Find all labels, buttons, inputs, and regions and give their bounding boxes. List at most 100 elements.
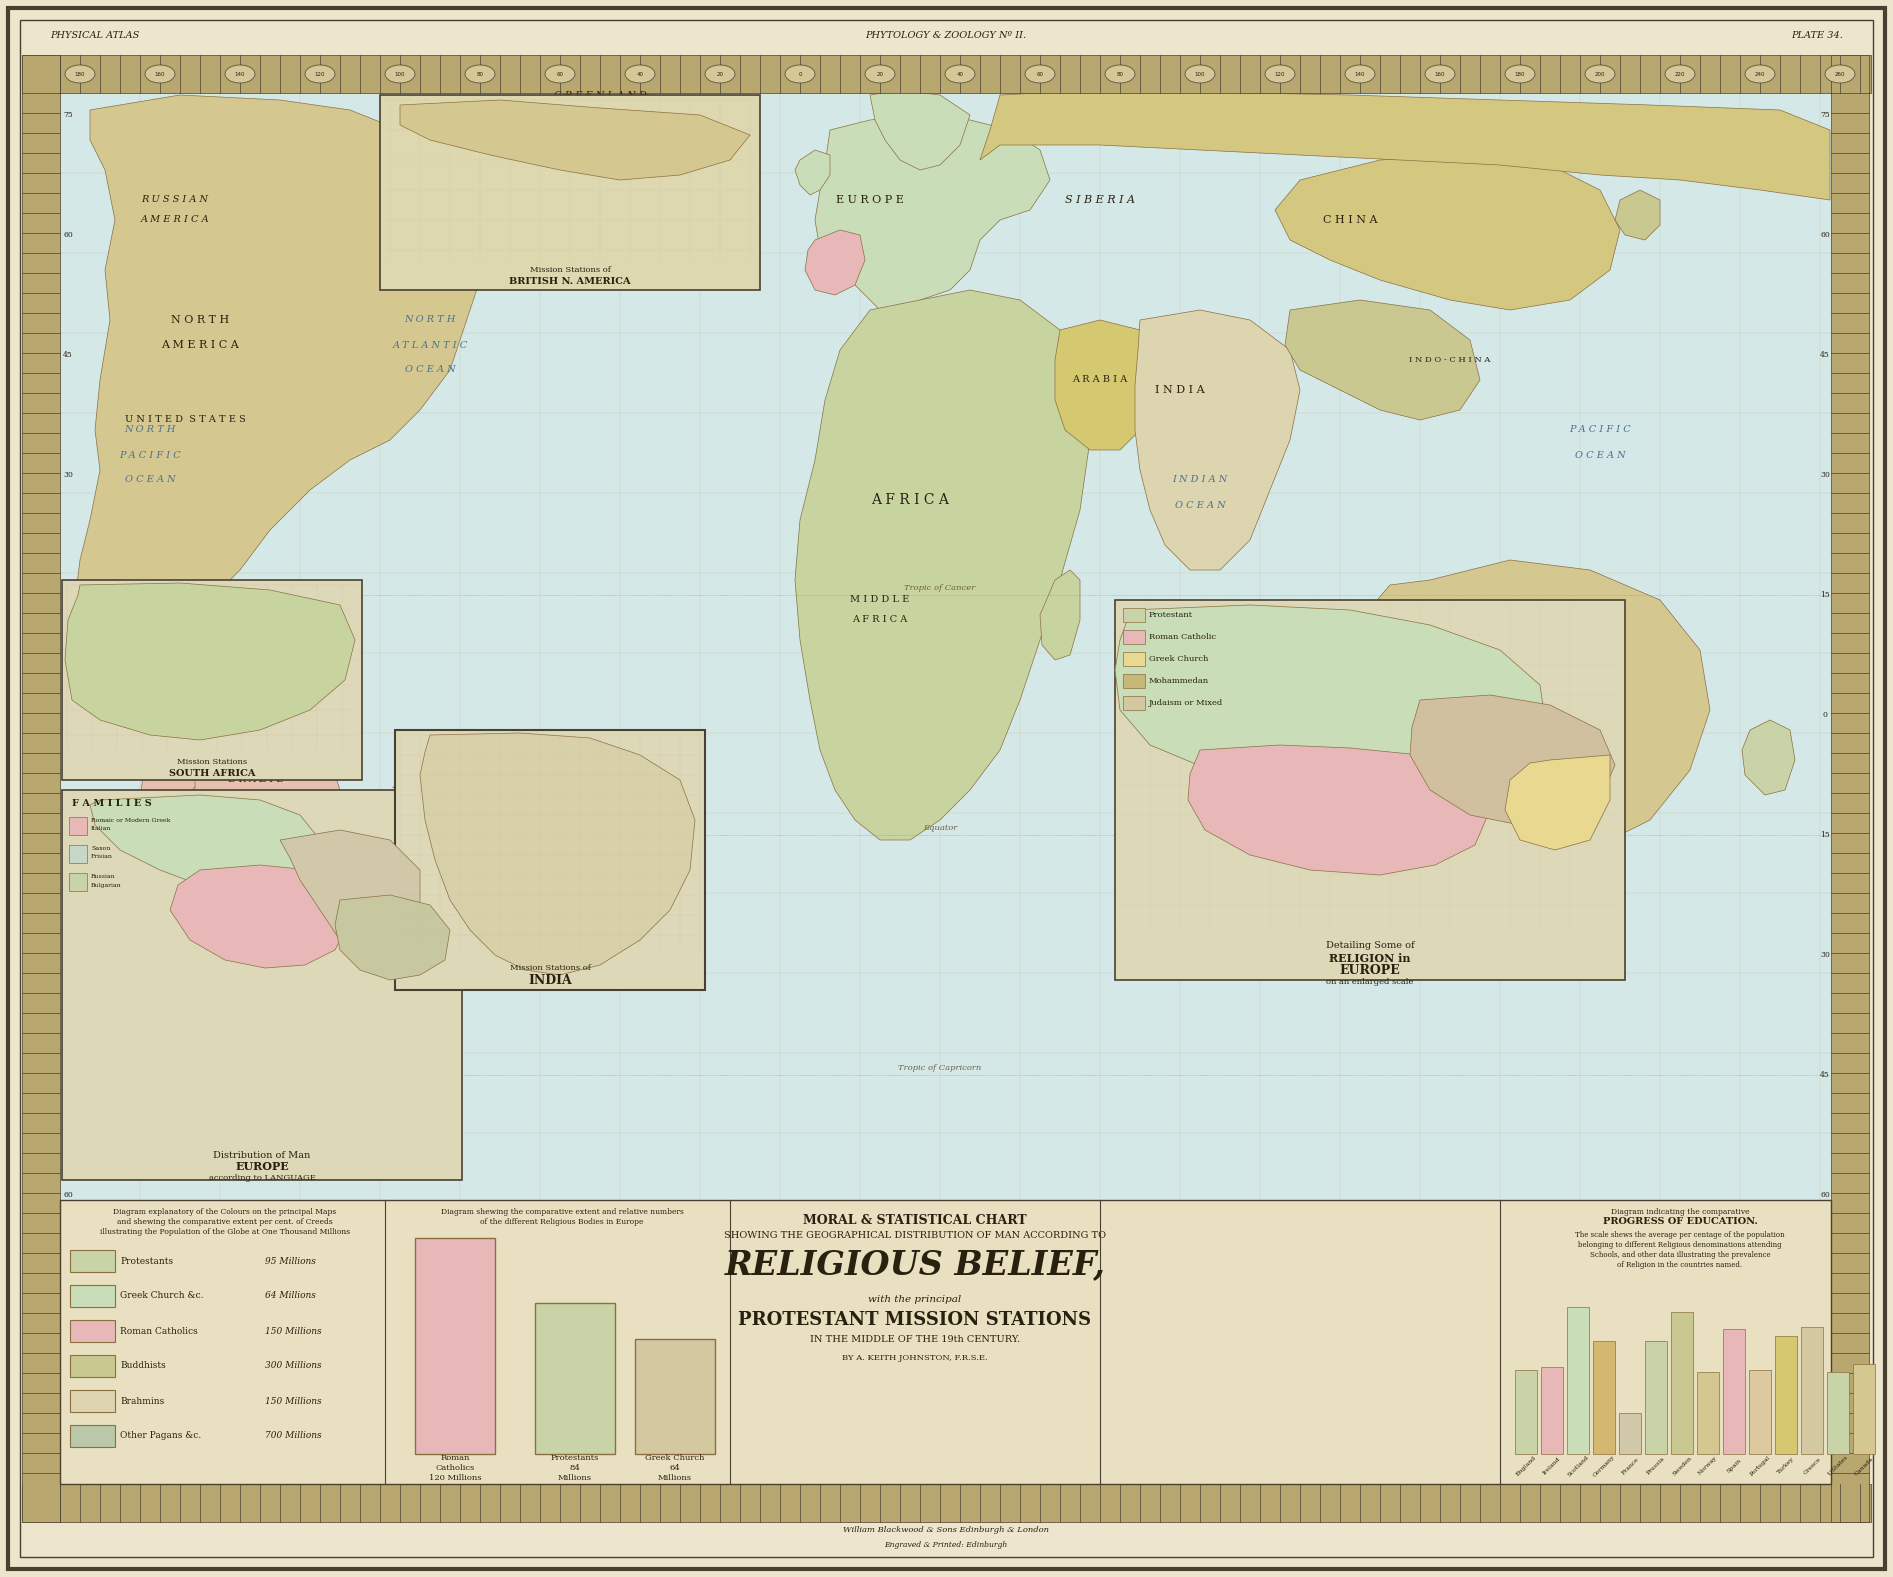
- Polygon shape: [1505, 755, 1611, 850]
- Ellipse shape: [1425, 65, 1456, 84]
- Bar: [1123, 609, 1145, 621]
- Text: INDIA: INDIA: [528, 973, 572, 987]
- Text: 30: 30: [62, 951, 74, 959]
- Text: P A C I F I C: P A C I F I C: [1569, 426, 1632, 435]
- Polygon shape: [551, 90, 700, 210]
- Text: RELIGIOUS BELIEF,: RELIGIOUS BELIEF,: [725, 1249, 1106, 1282]
- Text: PROGRESS OF EDUCATION.: PROGRESS OF EDUCATION.: [1603, 1217, 1757, 1227]
- Text: 180: 180: [1514, 71, 1526, 77]
- Text: Frisian: Frisian: [91, 855, 114, 859]
- Polygon shape: [805, 230, 865, 295]
- Text: Norway: Norway: [1698, 1456, 1719, 1476]
- Text: 60: 60: [62, 230, 72, 240]
- Text: Detailing Some of: Detailing Some of: [1325, 940, 1414, 949]
- Text: 60: 60: [62, 1191, 72, 1199]
- Ellipse shape: [945, 65, 975, 84]
- Text: 30: 30: [62, 472, 74, 479]
- Text: Judaism or Mixed: Judaism or Mixed: [1149, 699, 1223, 706]
- Text: Ireland: Ireland: [1543, 1456, 1562, 1476]
- Bar: [1853, 1364, 1874, 1454]
- Bar: [396, 730, 704, 990]
- Text: Canada: Canada: [1853, 1456, 1874, 1476]
- Polygon shape: [91, 795, 320, 889]
- Ellipse shape: [786, 65, 816, 84]
- Bar: [1749, 1370, 1772, 1454]
- Text: A R A B I A: A R A B I A: [1071, 375, 1128, 385]
- Polygon shape: [1039, 569, 1081, 661]
- Bar: [1645, 1340, 1668, 1454]
- Polygon shape: [170, 866, 350, 968]
- Text: 60: 60: [1037, 71, 1043, 77]
- Text: 150 Millions: 150 Millions: [265, 1326, 322, 1336]
- Polygon shape: [280, 830, 420, 956]
- Text: MORAL & STATISTICAL CHART: MORAL & STATISTICAL CHART: [803, 1213, 1026, 1227]
- Bar: [1123, 629, 1145, 643]
- Ellipse shape: [1505, 65, 1535, 84]
- Text: Greece: Greece: [1802, 1457, 1821, 1476]
- Text: IN THE MIDDLE OF THE 19th CENTURY.: IN THE MIDDLE OF THE 19th CENTURY.: [810, 1336, 1020, 1345]
- Text: Millions: Millions: [558, 1474, 593, 1482]
- Polygon shape: [186, 640, 350, 919]
- Text: 120 Millions: 120 Millions: [428, 1474, 481, 1482]
- Ellipse shape: [305, 65, 335, 84]
- Bar: [1115, 599, 1624, 979]
- Text: Diagram explanatory of the Colours on the principal Maps: Diagram explanatory of the Colours on th…: [114, 1208, 337, 1216]
- Text: 20: 20: [876, 71, 884, 77]
- Ellipse shape: [1346, 65, 1374, 84]
- Text: Romaic or Modern Greek: Romaic or Modern Greek: [91, 818, 170, 823]
- Text: I N D I A: I N D I A: [1155, 385, 1204, 394]
- Polygon shape: [871, 90, 969, 170]
- Text: A M E R I C A: A M E R I C A: [140, 216, 210, 224]
- Text: 15: 15: [1821, 831, 1831, 839]
- Text: U N I T E D  S T A T E S: U N I T E D S T A T E S: [125, 415, 246, 424]
- Polygon shape: [795, 150, 829, 196]
- Text: S O U T H: S O U T H: [221, 705, 278, 714]
- Text: Roman Catholics: Roman Catholics: [119, 1326, 197, 1336]
- Bar: [1827, 1372, 1849, 1454]
- Text: Catholics: Catholics: [435, 1463, 475, 1471]
- Bar: [1567, 1307, 1588, 1454]
- Text: F A M I L I E S: F A M I L I E S: [72, 798, 151, 807]
- Ellipse shape: [146, 65, 174, 84]
- Bar: [70, 1320, 115, 1342]
- Text: E U R O P E: E U R O P E: [837, 196, 905, 205]
- Text: 160: 160: [1435, 71, 1444, 77]
- Bar: [1594, 1340, 1615, 1454]
- Text: Spain: Spain: [1726, 1457, 1742, 1474]
- Text: PHYSICAL ATLAS: PHYSICAL ATLAS: [49, 30, 140, 39]
- Text: Greek Church: Greek Church: [1149, 654, 1208, 662]
- Bar: [68, 874, 87, 891]
- Text: S I B E R I A: S I B E R I A: [1066, 196, 1136, 205]
- Text: O C E A N: O C E A N: [125, 476, 176, 484]
- Text: 45: 45: [62, 352, 72, 360]
- Ellipse shape: [1024, 65, 1054, 84]
- Text: 40: 40: [956, 71, 964, 77]
- Polygon shape: [76, 95, 521, 721]
- Bar: [61, 93, 1831, 1484]
- Text: 60: 60: [1821, 1191, 1831, 1199]
- Bar: [380, 95, 759, 290]
- Text: and shewing the comparative extent per cent. of Creeds: and shewing the comparative extent per c…: [117, 1217, 333, 1225]
- Text: A F R I C A: A F R I C A: [852, 615, 907, 624]
- Text: 180: 180: [74, 71, 85, 77]
- Text: 260: 260: [1834, 71, 1846, 77]
- Ellipse shape: [1185, 65, 1215, 84]
- Text: Italian: Italian: [91, 826, 112, 831]
- Text: according to LANGUAGE: according to LANGUAGE: [208, 1173, 316, 1183]
- Text: 95 Millions: 95 Millions: [265, 1257, 316, 1265]
- Text: Germany: Germany: [1592, 1454, 1617, 1478]
- Bar: [70, 1389, 115, 1411]
- Text: belonging to different Religious denominations attending: belonging to different Religious denomin…: [1579, 1241, 1781, 1249]
- Text: of Religion in the countries named.: of Religion in the countries named.: [1617, 1262, 1743, 1269]
- Bar: [61, 1200, 1831, 1484]
- Polygon shape: [399, 99, 750, 180]
- Text: with the principal: with the principal: [869, 1295, 962, 1304]
- Bar: [1776, 1336, 1796, 1454]
- Text: Protestants: Protestants: [119, 1257, 172, 1265]
- Text: 200: 200: [1594, 71, 1605, 77]
- Text: Protestants: Protestants: [551, 1454, 600, 1462]
- Text: Prussia: Prussia: [1647, 1456, 1666, 1476]
- Bar: [1831, 55, 1868, 1522]
- Bar: [1619, 1413, 1641, 1454]
- Text: 64 Millions: 64 Millions: [265, 1292, 316, 1301]
